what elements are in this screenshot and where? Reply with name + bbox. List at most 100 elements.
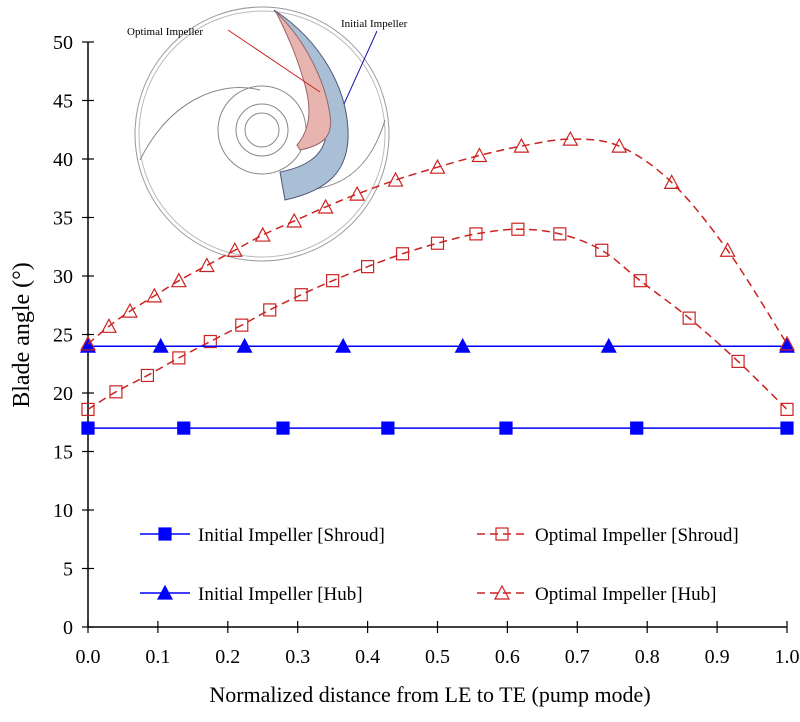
data-point-triangle (236, 337, 253, 353)
data-point-triangle (79, 337, 97, 353)
data-point-square (158, 527, 172, 541)
x-tick-label: 0.0 (76, 646, 101, 668)
x-tick-label: 0.2 (215, 646, 240, 668)
y-tick-label: 50 (53, 32, 73, 54)
data-point-triangle (778, 337, 796, 353)
x-tick-label: 0.7 (565, 646, 590, 668)
optimal-impeller-blade (275, 11, 332, 151)
data-point-triangle (170, 272, 187, 288)
legend: Initial Impeller [Shroud] Optimal Impelle… (140, 525, 739, 605)
data-point-square (276, 421, 290, 435)
data-point-triangle (100, 318, 117, 333)
data-point-square (381, 421, 395, 435)
data-point-square (731, 354, 745, 369)
data-point-triangle (335, 337, 352, 353)
series-initial-impeller-hub (79, 337, 796, 353)
data-point-square (361, 260, 375, 274)
data-point-square (172, 351, 186, 365)
y-tick-label: 35 (53, 208, 73, 230)
data-point-square (430, 236, 445, 250)
x-tick-label: 0.6 (495, 646, 520, 668)
y-tick-label: 10 (53, 500, 73, 522)
data-point-triangle (146, 287, 163, 303)
y-tick-label: 20 (53, 383, 73, 405)
data-point-square (469, 227, 483, 241)
legend-item: Optimal Impeller [Hub] (477, 584, 717, 605)
data-point-triangle (254, 226, 271, 242)
data-point-triangle (226, 241, 243, 257)
data-point-square (595, 243, 609, 257)
data-point-triangle (429, 158, 446, 174)
x-tick-label: 0.8 (635, 646, 660, 668)
data-point-square (633, 274, 647, 288)
data-point-square (495, 527, 509, 541)
y-tick-label: 40 (53, 149, 73, 171)
data-point-triangle (198, 257, 215, 273)
x-tick-label: 0.5 (425, 646, 450, 668)
y-tick-label: 25 (53, 325, 73, 347)
data-point-square (235, 318, 249, 332)
x-tick-label: 0.4 (355, 646, 380, 668)
data-point-triangle (349, 185, 366, 201)
legend-item: Initial Impeller [Hub] (140, 584, 363, 605)
data-point-triangle (493, 584, 511, 600)
series-line (87, 228, 788, 411)
impeller-inset-figure: Optimal Impeller Initial Impeller (127, 6, 408, 262)
data-point-triangle (471, 147, 488, 163)
data-point-triangle (79, 335, 97, 351)
data-point-square (140, 368, 155, 383)
inset-hub-ring (244, 112, 280, 148)
data-point-square (499, 421, 513, 435)
data-point-triangle (778, 335, 796, 351)
data-point-triangle (152, 337, 169, 353)
inset-blade-outline (139, 87, 261, 161)
data-point-square (81, 402, 95, 416)
initial-impeller-annotation: Initial Impeller (341, 18, 408, 30)
data-point-triangle (611, 137, 628, 153)
y-tick-label: 5 (63, 559, 73, 581)
x-tick-label: 0.9 (705, 646, 730, 668)
y-axis-title: Blade angle (°) (9, 262, 35, 408)
data-point-square (780, 421, 794, 435)
inset-outer-ring-inner (138, 10, 386, 258)
data-point-square (294, 288, 308, 302)
data-point-square (780, 402, 794, 416)
legend-item: Optimal Impeller [Shroud] (477, 525, 739, 546)
data-point-triangle (156, 584, 174, 600)
data-point-triangle (286, 212, 303, 228)
data-point-triangle (663, 174, 680, 189)
data-point-square (682, 311, 696, 325)
x-tick-label: 1.0 (775, 646, 800, 668)
data-point-square (203, 334, 217, 349)
data-point-triangle (562, 130, 579, 146)
data-point-square (81, 421, 95, 435)
optimal-impeller-annotation: Optimal Impeller (127, 26, 203, 38)
inset-outer-ring (134, 6, 390, 262)
y-tick-label: 0 (63, 617, 73, 639)
data-point-triangle (513, 137, 530, 153)
initial-annotation-arrow (343, 30, 378, 105)
data-point-square (326, 274, 340, 288)
series-layer (79, 130, 796, 435)
data-point-triangle (600, 337, 617, 353)
data-point-square (511, 222, 525, 236)
legend-item: Initial Impeller [Shroud] (140, 525, 385, 546)
y-tick-label: 15 (53, 442, 73, 464)
data-point-square (553, 227, 567, 241)
legend-label: Optimal Impeller [Shroud] (535, 525, 739, 546)
legend-label: Initial Impeller [Hub] (198, 584, 363, 605)
y-tick-label: 30 (53, 266, 73, 288)
data-point-triangle (121, 302, 138, 318)
series-initial-impeller-shroud (81, 421, 794, 435)
data-point-triangle (719, 241, 736, 257)
series-optimal-impeller-hub (79, 130, 796, 351)
data-point-square (263, 303, 277, 317)
y-tick-label: 45 (53, 91, 73, 113)
axes: 0 5 10 15 20 25 30 35 40 45 50 0.0 0.1 0.2 0.3 0.4 0.5 0.… (53, 32, 800, 668)
x-tick-label: 0.3 (285, 646, 310, 668)
data-point-square (177, 421, 191, 435)
x-tick-label: 0.1 (145, 646, 170, 668)
legend-label: Optimal Impeller [Hub] (535, 584, 717, 605)
data-point-square (395, 247, 410, 261)
